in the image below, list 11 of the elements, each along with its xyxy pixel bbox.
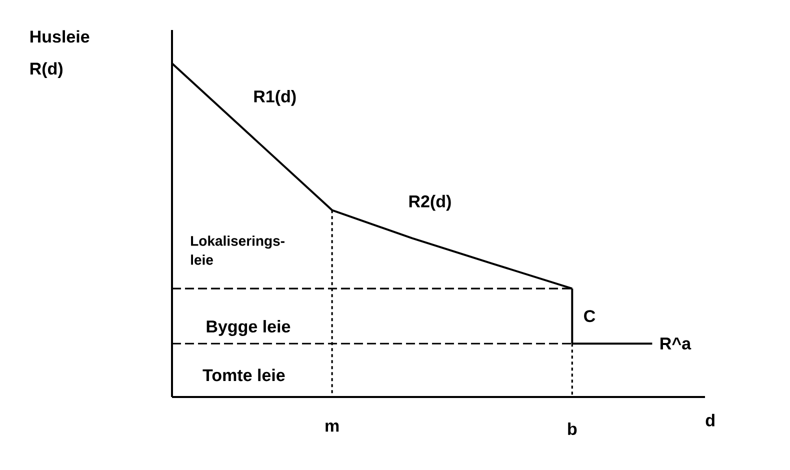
series-label: C — [584, 310, 596, 322]
annotation: R1(d) — [254, 90, 296, 106]
x-tick-label: m — [326, 422, 339, 432]
annotation: R2(d) — [409, 194, 451, 211]
series-label: R^a — [660, 338, 692, 350]
annotation: Bygge leie — [206, 320, 290, 336]
annotation: Lokaliserings-leie — [191, 236, 284, 265]
annotation: Tomte leie — [202, 368, 285, 382]
x-tick-label: b — [568, 422, 577, 436]
y-axis-title: Husleie R(d) — [30, 30, 90, 78]
x-axis-title: d — [706, 414, 714, 426]
